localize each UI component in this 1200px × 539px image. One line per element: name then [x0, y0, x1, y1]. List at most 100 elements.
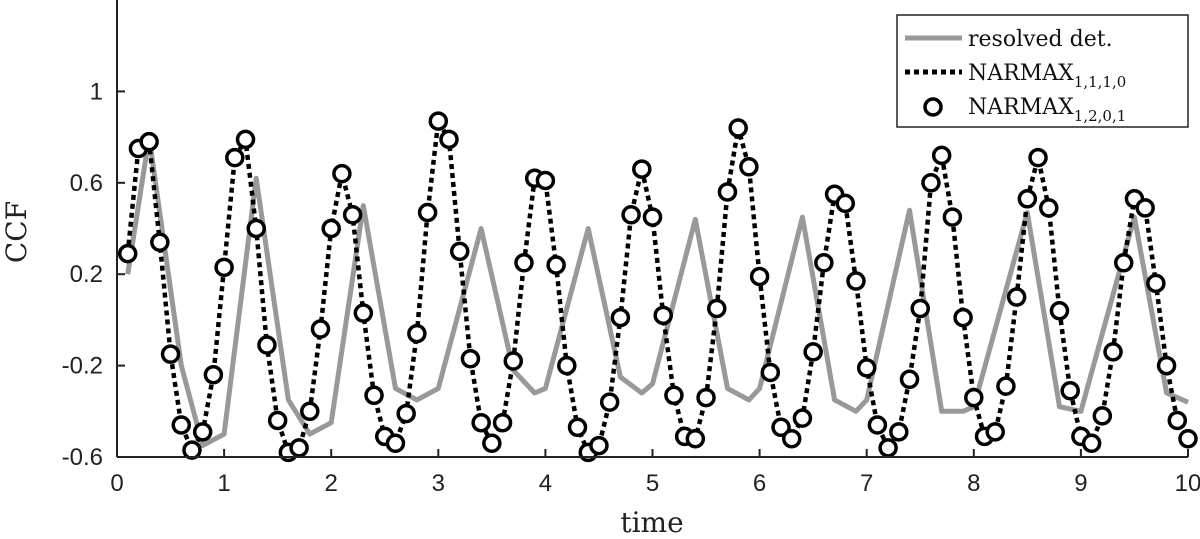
legend-label-narmax-1110-sub: 1,1,1,0: [1074, 73, 1126, 91]
narmax-1201-point: [417, 202, 438, 223]
narmax-1201-point: [439, 129, 459, 150]
narmax-1201-point: [407, 323, 427, 344]
narmax-1201-point: [599, 392, 620, 412]
narmax-1201-point: [1060, 380, 1080, 401]
y-tick-label: 1: [90, 78, 103, 105]
legend: resolved det. NARMAX1,1,1,0 NARMAX1,2,0,…: [896, 14, 1189, 128]
narmax-1201-point: [1167, 410, 1188, 431]
narmax-1201-point: [514, 253, 534, 273]
narmax-1201-point: [889, 422, 909, 442]
narmax-1201-point: [664, 385, 684, 406]
narmax-1201-point: [814, 253, 834, 273]
narmax-1201-point: [503, 351, 524, 371]
narmax-1201-point: [482, 433, 502, 454]
narmax-1201-point: [996, 376, 1016, 396]
narmax-1201-point: [310, 319, 331, 339]
y-tick-label: 0.2: [70, 261, 103, 288]
narmax-1201-point: [1135, 198, 1155, 218]
narmax-1201-point: [781, 428, 802, 449]
x-tick-label: 8: [967, 470, 980, 497]
x-tick-label: 7: [860, 470, 873, 497]
narmax-1201-point: [353, 303, 374, 323]
narmax-1201-point: [739, 157, 759, 177]
narmax-1201-point: [642, 207, 663, 227]
narmax-1201-point: [835, 193, 856, 214]
plot-area: [117, 111, 1198, 463]
narmax-1201-point: [942, 207, 963, 227]
narmax-1201-point: [985, 422, 1005, 442]
narmax-1201-point: [342, 205, 363, 225]
narmax-1201-point: [856, 358, 877, 378]
x-tick-label: 4: [539, 470, 552, 497]
y-tick-label: -0.6: [62, 444, 103, 471]
narmax-1201-point: [300, 401, 320, 422]
x-tick-label: 2: [325, 470, 338, 497]
narmax-1201-point: [899, 369, 920, 390]
narmax-1201-point: [567, 417, 588, 438]
narmax-1201-point: [749, 266, 770, 287]
narmax-1201-point: [964, 387, 984, 408]
legend-label-narmax-1110-base: NARMAX: [968, 61, 1074, 86]
narmax-1201-point: [385, 433, 406, 454]
narmax-1201-point: [792, 408, 813, 428]
narmax-1201-point: [246, 218, 266, 239]
narmax-1201-point: [396, 403, 416, 424]
x-tick-label: 1: [217, 470, 230, 497]
narmax-1201-point: [235, 129, 256, 150]
legend-label-narmax-1201: NARMAX1,2,0,1: [968, 95, 1126, 125]
narmax-1201-point: [867, 415, 888, 435]
narmax-1201-point: [632, 159, 652, 179]
y-tick-label: -0.2: [62, 353, 103, 380]
narmax-1201-point: [139, 131, 159, 152]
narmax-1201-point: [160, 344, 181, 364]
x-tick-label: 6: [753, 470, 766, 497]
x-axis-title: time: [620, 506, 683, 539]
narmax-1201-point: [449, 241, 470, 262]
narmax-1201-point: [332, 163, 352, 184]
x-tick-label: 0: [110, 470, 123, 497]
narmax-1201-point: [717, 182, 738, 202]
narmax-1201-point: [203, 364, 224, 385]
narmax-1201-point: [267, 410, 288, 431]
narmax-1201-point: [150, 232, 170, 252]
narmax-1201-point: [878, 438, 898, 458]
narmax-1201-point: [171, 415, 192, 435]
narmax-1201-point: [1092, 406, 1113, 426]
narmax-1201-point: [364, 385, 384, 406]
narmax-1201-point: [760, 362, 781, 383]
x-tick-label: 10: [1175, 470, 1200, 497]
series-narmax-1110-line: [125, 114, 1190, 456]
narmax-1201-point: [192, 422, 213, 442]
narmax-1201-point: [557, 355, 577, 376]
legend-label-narmax-1110: NARMAX1,1,1,0: [968, 61, 1126, 91]
narmax-1201-point: [182, 440, 202, 460]
narmax-1201-point: [621, 205, 641, 225]
narmax-1201-point: [685, 428, 706, 449]
narmax-1201-point: [953, 307, 973, 328]
narmax-1201-point: [1156, 355, 1177, 376]
legend-label-narmax-1201-base: NARMAX: [968, 95, 1074, 120]
narmax-1201-point: [321, 218, 341, 239]
narmax-1201-point: [225, 147, 245, 168]
series-resolved-det-line: [125, 134, 1189, 449]
narmax-1201-point: [1049, 301, 1070, 321]
narmax-1201-point: [803, 342, 823, 362]
narmax-1201-point: [1178, 428, 1198, 449]
narmax-1201-point: [546, 255, 566, 275]
y-axis-title: CCF: [0, 201, 33, 263]
narmax-1201-point: [1028, 147, 1048, 168]
narmax-1201-point: [492, 412, 513, 433]
legend-label-resolved: resolved det.: [968, 27, 1113, 52]
narmax-1201-point: [460, 348, 481, 369]
narmax-1201-point: [471, 412, 491, 433]
narmax-1201-point: [535, 170, 556, 191]
legend-swatch-narmax-1201: [923, 97, 943, 117]
narmax-1201-point: [1113, 253, 1134, 273]
narmax-1201-point: [921, 173, 941, 193]
narmax-1201-point: [428, 111, 449, 131]
narmax-1201-point: [1081, 433, 1102, 454]
narmax-1201-point: [214, 257, 234, 278]
narmax-1201-point: [1146, 273, 1166, 294]
narmax-1201-point: [696, 387, 716, 408]
